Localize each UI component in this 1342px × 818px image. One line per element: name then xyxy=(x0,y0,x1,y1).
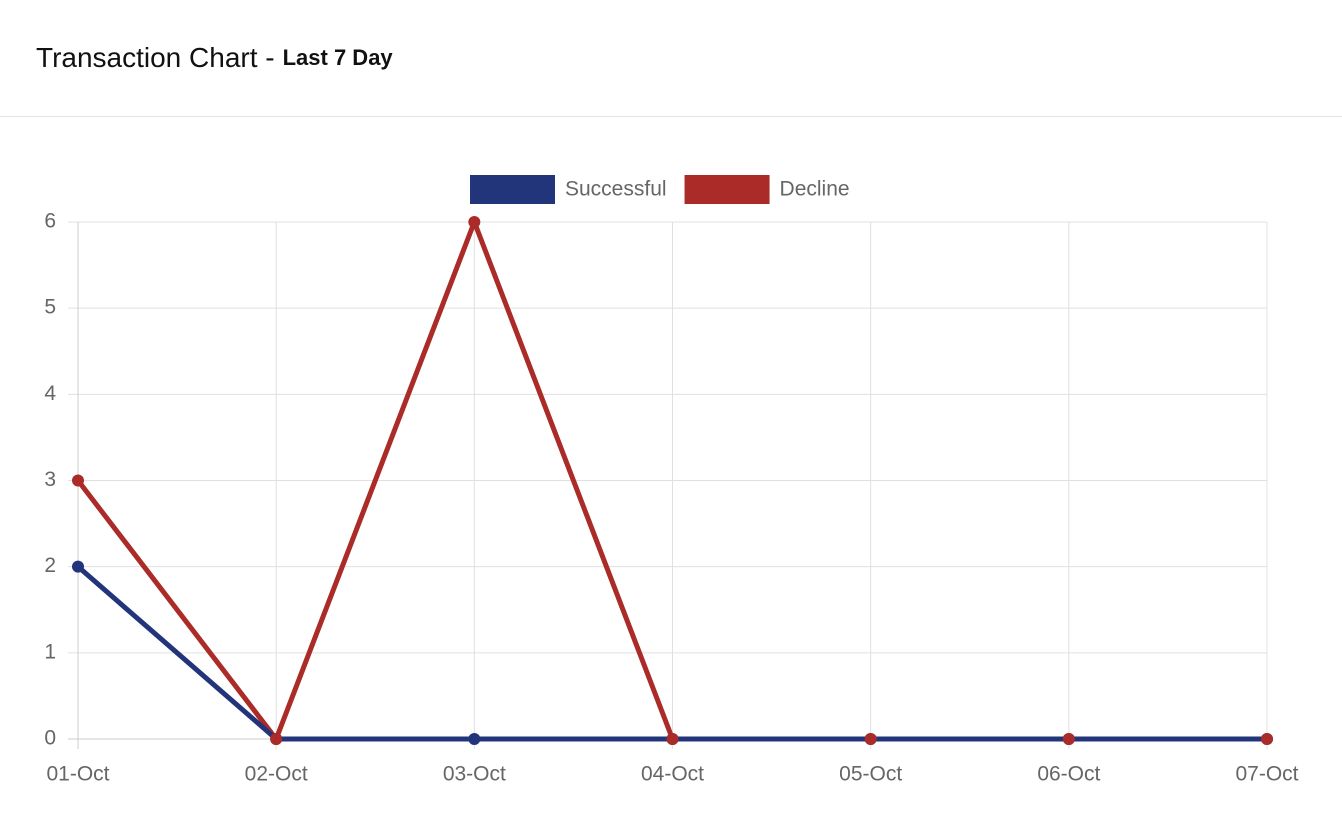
data-point xyxy=(72,474,84,487)
x-tick-label: 03-Oct xyxy=(443,763,506,786)
y-tick-label: 0 xyxy=(44,727,56,750)
x-tick-label: 02-Oct xyxy=(245,763,308,786)
x-tick-label: 04-Oct xyxy=(641,763,704,786)
y-tick-label: 4 xyxy=(44,382,56,405)
legend-swatch xyxy=(470,175,555,204)
y-tick-label: 3 xyxy=(44,468,56,491)
data-point xyxy=(468,733,481,745)
chart-subtitle: Last 7 Day xyxy=(282,45,393,70)
chart-title: Transaction Chart - xyxy=(36,42,275,73)
y-tick-label: 5 xyxy=(44,296,56,319)
legend-label: Successful xyxy=(565,178,667,201)
x-tick-label: 07-Oct xyxy=(1235,763,1298,786)
card-header: Transaction Chart - Last 7 Day xyxy=(0,0,1342,117)
data-point xyxy=(1062,733,1075,745)
legend-label: Decline xyxy=(780,178,850,201)
y-tick-label: 2 xyxy=(44,554,56,577)
data-point xyxy=(666,733,679,745)
y-tick-label: 6 xyxy=(44,210,56,233)
data-point xyxy=(864,733,877,745)
data-point xyxy=(72,560,84,573)
data-point xyxy=(1261,733,1273,745)
data-point xyxy=(468,216,481,228)
x-tick-label: 01-Oct xyxy=(46,763,109,786)
data-point xyxy=(270,733,283,745)
legend-swatch xyxy=(684,175,770,204)
x-tick-label: 06-Oct xyxy=(1037,763,1100,786)
x-tick-label: 05-Oct xyxy=(839,763,902,786)
y-tick-label: 1 xyxy=(44,640,56,663)
